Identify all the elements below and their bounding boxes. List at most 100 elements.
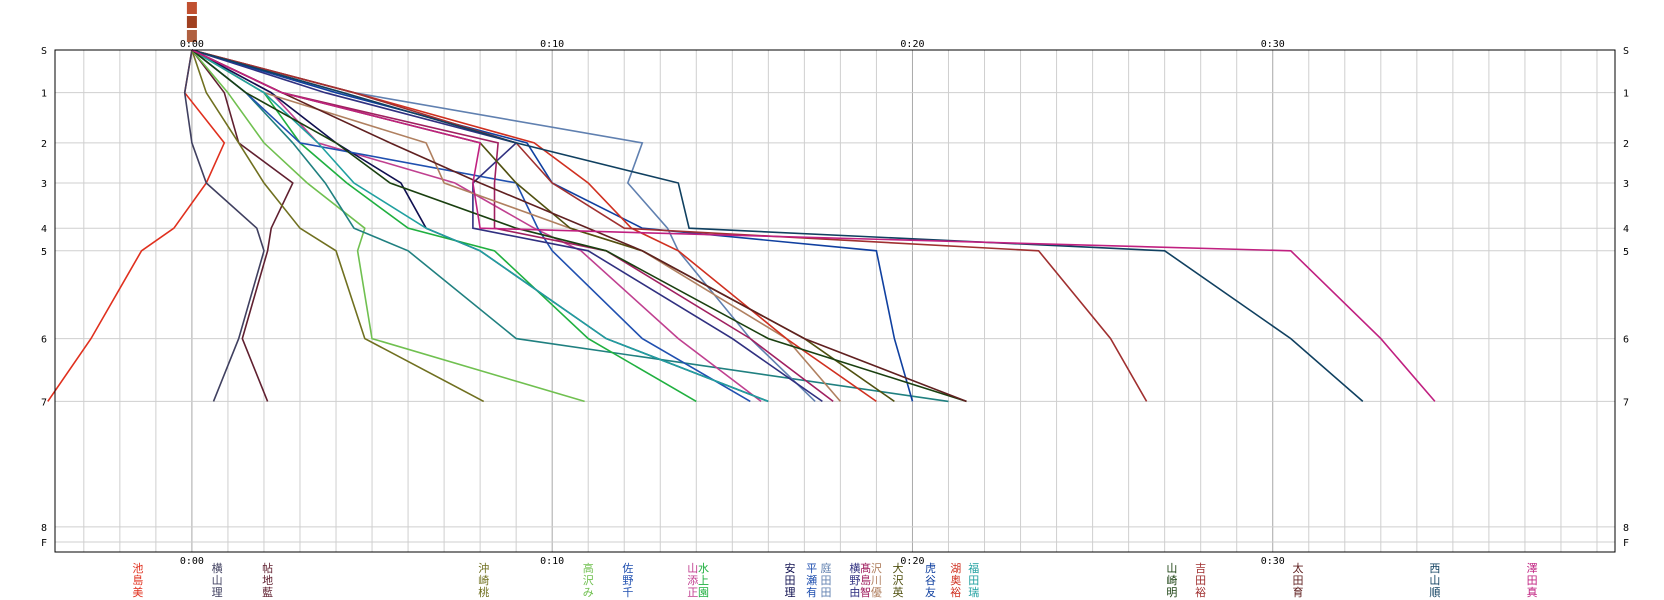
x-tick-label-top: 0:00 bbox=[180, 39, 204, 50]
runner-name-label: 沖崎桃 bbox=[478, 562, 489, 599]
runner-name-char: 添 bbox=[687, 573, 698, 587]
series-line-水上園 bbox=[191, 49, 697, 403]
runner-name-char: 沢 bbox=[893, 573, 904, 587]
station-label-right: 1 bbox=[1623, 89, 1629, 100]
axes: 0:00 0:00 0:10 0:10 0:20 0:20 0:30 0:30 S S 1 1 2 2 3 3… bbox=[41, 39, 1629, 567]
runner-name-char: 田 bbox=[1527, 574, 1538, 587]
runner-name-char: 裕 bbox=[950, 586, 961, 599]
runner-name-label: 横山理 bbox=[212, 561, 223, 599]
runner-name-char: 島 bbox=[132, 573, 143, 587]
runner-name-label: 横野由 bbox=[849, 561, 860, 599]
runner-name-char: 由 bbox=[849, 585, 860, 599]
runner-name-label: 澤田真 bbox=[1527, 562, 1538, 599]
runner-name-char: 吉 bbox=[1195, 562, 1206, 575]
runner-name-label: 沢川優 bbox=[871, 561, 882, 599]
station-label-left: 5 bbox=[41, 247, 47, 258]
runner-lines bbox=[47, 49, 1436, 403]
top-marker-group bbox=[186, 2, 197, 42]
runner-name-char: 髙 bbox=[860, 561, 871, 575]
station-label-right: 7 bbox=[1623, 397, 1629, 408]
runner-name-char: 優 bbox=[871, 586, 882, 599]
runner-name-label: 山添正 bbox=[687, 562, 698, 599]
runner-name-char: 正 bbox=[687, 586, 698, 599]
runner-name-label: 吉田裕 bbox=[1195, 562, 1206, 599]
runner-name-label: 大沢英 bbox=[893, 561, 904, 599]
station-label-left: 2 bbox=[41, 139, 47, 150]
runner-name-label: 福田瑞 bbox=[968, 561, 979, 599]
runner-name-char: 園 bbox=[698, 586, 709, 599]
series-line-佐野千 bbox=[191, 49, 949, 403]
x-tick-label-top: 0:20 bbox=[900, 39, 924, 50]
runner-name-char: 瀬 bbox=[806, 573, 817, 587]
series-line-澤田真 bbox=[191, 49, 1436, 402]
station-label-right: 3 bbox=[1623, 179, 1629, 190]
runner-name-char: 野 bbox=[622, 574, 633, 587]
series-line-庭田田 bbox=[191, 49, 816, 402]
start-marker bbox=[186, 30, 197, 42]
runner-name-char: 山 bbox=[687, 562, 698, 575]
runner-name-char: 山 bbox=[1429, 574, 1440, 587]
runner-name-char: 西 bbox=[1429, 562, 1440, 575]
start-marker bbox=[186, 16, 197, 28]
station-label-left: 8 bbox=[41, 523, 47, 534]
station-label-right: 5 bbox=[1623, 247, 1629, 258]
station-label-right: 4 bbox=[1623, 224, 1629, 235]
runner-name-label: 太田育 bbox=[1292, 562, 1303, 599]
runner-name-char: 大 bbox=[893, 561, 904, 575]
series-line-吉田裕 bbox=[191, 49, 1148, 402]
runner-name-char: 山 bbox=[1166, 562, 1177, 575]
runner-name-char: 野 bbox=[849, 574, 860, 587]
series-line-横野由 bbox=[191, 49, 823, 403]
runner-name-char: 上 bbox=[698, 574, 709, 587]
runner-name-char: 山 bbox=[212, 574, 223, 587]
runner-name-char: 田 bbox=[968, 574, 979, 587]
runner-name-label: 高沢み bbox=[583, 561, 594, 599]
runner-name-char: 横 bbox=[849, 561, 860, 575]
runner-name-char: 地 bbox=[262, 574, 273, 587]
runner-name-char: 帖 bbox=[262, 562, 273, 575]
runner-name-char: 川 bbox=[871, 574, 882, 587]
runner-name-char: 理 bbox=[212, 586, 223, 599]
runner-name-char: 英 bbox=[893, 585, 904, 599]
runner-name-label: 水上園 bbox=[698, 562, 709, 599]
station-label-right: S bbox=[1623, 46, 1629, 57]
runner-name-char: 美 bbox=[132, 586, 143, 599]
runner-name-char: 高 bbox=[583, 561, 594, 575]
x-tick-label-bottom: 0:00 bbox=[180, 556, 204, 567]
runner-name-char: 太 bbox=[1292, 562, 1303, 575]
runner-name-char: 沖 bbox=[478, 562, 489, 575]
plot-frame bbox=[54, 49, 1616, 553]
runner-name-char: 谷 bbox=[925, 574, 936, 587]
runner-name-char: 沢 bbox=[871, 561, 882, 575]
station-label-left: 3 bbox=[41, 179, 47, 190]
runner-name-label: 平瀬有 bbox=[806, 562, 817, 599]
runner-name-char: 田 bbox=[1195, 574, 1206, 587]
start-marker bbox=[186, 2, 197, 14]
runner-name-char: 池 bbox=[132, 562, 143, 575]
runner-name-char: 田 bbox=[784, 574, 795, 587]
x-tick-label-top: 0:10 bbox=[540, 39, 564, 50]
series-line-福田瑞 bbox=[191, 49, 769, 403]
station-label-left: F bbox=[41, 538, 47, 549]
runner-name-char: 澤 bbox=[1527, 562, 1538, 575]
runner-name-labels: 池島美横山理帖地藍沖崎桃高沢み佐野千山添正水上園安田理平瀬有庭田田横野由髙島智沢… bbox=[132, 561, 1537, 599]
runner-name-char: 湖 bbox=[950, 562, 961, 575]
station-label-right: F bbox=[1623, 538, 1629, 549]
station-label-right: 6 bbox=[1623, 335, 1629, 346]
runner-name-char: 瑞 bbox=[968, 585, 979, 599]
runner-name-label: 西山順 bbox=[1429, 562, 1440, 599]
runner-name-label: 池島美 bbox=[132, 562, 143, 599]
series-line-西山順 bbox=[191, 49, 1364, 403]
runner-name-label: 山崎明 bbox=[1166, 562, 1177, 599]
runner-name-char: 理 bbox=[784, 586, 795, 599]
runner-name-char: 裕 bbox=[1195, 586, 1206, 599]
runner-name-char: 田 bbox=[820, 574, 831, 587]
x-tick-label-bottom: 0:30 bbox=[1261, 556, 1285, 567]
series-line-帖地藍 bbox=[191, 49, 294, 402]
series-line-池島美 bbox=[47, 49, 226, 402]
runner-name-char: 島 bbox=[860, 573, 871, 587]
runner-name-char: 虎 bbox=[925, 562, 936, 575]
runner-name-label: 安田理 bbox=[784, 561, 795, 599]
series-line-髙島智 bbox=[191, 49, 834, 403]
